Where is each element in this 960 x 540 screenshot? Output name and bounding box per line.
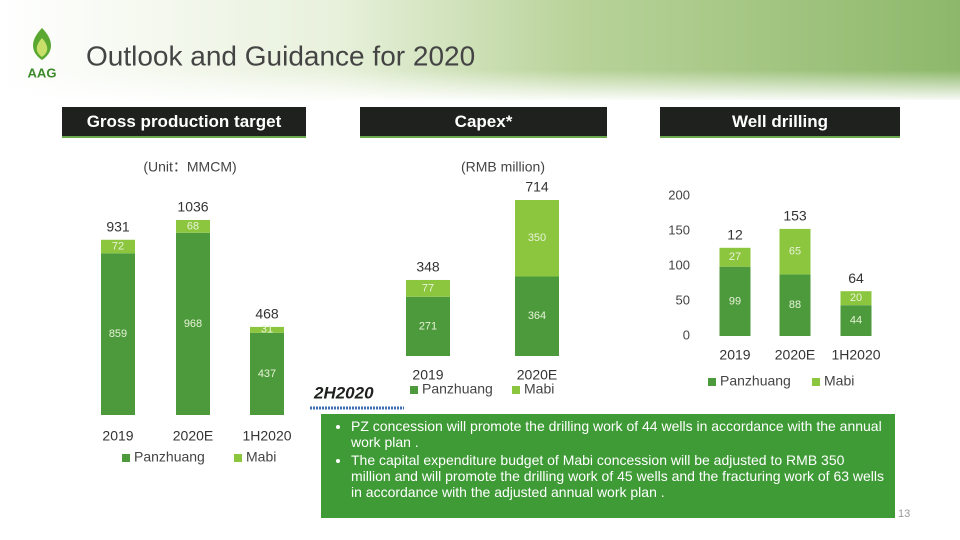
legend-label: Panzhuang	[134, 449, 205, 465]
legend-swatch	[812, 378, 820, 386]
unit-label: (Unit：MMCM)	[143, 159, 236, 175]
half-year-label: 2H2020	[313, 383, 374, 402]
legend-swatch	[512, 386, 520, 394]
bullet-list: PZ concession will promote the drilling …	[329, 418, 887, 500]
x-tick-label: 2019	[412, 367, 443, 383]
slide-title: Outlook and Guidance for 2020	[86, 40, 475, 71]
bar-segment	[101, 253, 135, 415]
total-label: 64	[848, 270, 864, 286]
legend-swatch	[410, 386, 418, 394]
page-number: 13	[898, 508, 910, 520]
total-label: 468	[255, 306, 279, 322]
bullet: The capital expenditure budget of Mabi c…	[351, 452, 887, 500]
section-header: Gross production target	[62, 107, 306, 138]
y-tick-label: 0	[683, 327, 690, 342]
bar-segment	[101, 239, 135, 254]
value-label: 968	[184, 318, 202, 330]
total-label: 153	[783, 208, 807, 224]
x-tick-label: 2020E	[517, 367, 557, 383]
bullet: PZ concession will promote the drilling …	[351, 418, 887, 450]
total-label: 12	[727, 227, 743, 243]
bar-segment	[176, 232, 210, 415]
x-tick-label: 2020E	[775, 347, 815, 363]
section-header: Well drilling	[660, 107, 900, 138]
value-label: 72	[112, 240, 124, 252]
bar-segment	[840, 291, 872, 306]
unit-label: (RMB million)	[461, 159, 545, 175]
value-label: 350	[528, 232, 546, 244]
value-label: 88	[789, 299, 801, 311]
bar-segment	[719, 247, 751, 267]
bar-segment	[719, 266, 751, 336]
value-label: 31	[261, 324, 273, 336]
bar-segment	[515, 200, 559, 277]
value-label: 99	[729, 295, 741, 307]
value-label: 20	[850, 292, 862, 304]
value-label: 77	[422, 282, 434, 294]
value-label: 859	[109, 328, 127, 340]
logo-text: AAG	[28, 65, 57, 80]
y-tick-label: 200	[668, 187, 690, 202]
banner-fade	[0, 70, 960, 102]
section-header: Capex*	[360, 107, 607, 138]
bar-segment	[176, 220, 210, 233]
x-tick-label: 1H2020	[831, 347, 880, 363]
y-tick-label: 50	[676, 292, 690, 307]
value-label: 65	[789, 246, 801, 258]
guidance-box: PZ concession will promote the drilling …	[321, 414, 895, 518]
value-label: 27	[729, 251, 741, 263]
bar-segment	[406, 296, 450, 356]
bar-segment	[515, 276, 559, 356]
value-label: 44	[850, 315, 862, 327]
legend-swatch	[122, 454, 130, 462]
legend-label: Panzhuang	[422, 381, 493, 397]
value-label: 271	[419, 320, 437, 332]
bar-segment	[406, 279, 450, 297]
x-tick-label: 2019	[102, 428, 133, 444]
bar-segment	[840, 305, 872, 336]
x-tick-label: 2019	[719, 347, 750, 363]
legend-swatch	[708, 378, 716, 386]
bar-segment	[779, 274, 811, 336]
value-label: 68	[187, 220, 199, 232]
logo-leaf-inner	[36, 38, 48, 57]
legend-label: Mabi	[524, 381, 554, 397]
bar-segment	[779, 228, 811, 275]
total-label: 348	[416, 259, 440, 275]
value-label: 437	[258, 368, 276, 380]
legend-label: Panzhuang	[720, 373, 791, 389]
total-label: 714	[525, 179, 549, 195]
value-label: 364	[528, 310, 546, 322]
bar-segment	[250, 332, 284, 415]
legend-label: Mabi	[824, 373, 854, 389]
x-tick-label: 2020E	[173, 428, 213, 444]
bar-segment	[250, 326, 284, 333]
y-tick-label: 100	[668, 257, 690, 272]
total-label: 931	[106, 218, 130, 234]
legend-swatch	[234, 454, 242, 462]
y-tick-label: 150	[668, 222, 690, 237]
total-label: 1036	[177, 199, 208, 215]
x-tick-label: 1H2020	[242, 428, 291, 444]
legend-label: Mabi	[246, 449, 276, 465]
